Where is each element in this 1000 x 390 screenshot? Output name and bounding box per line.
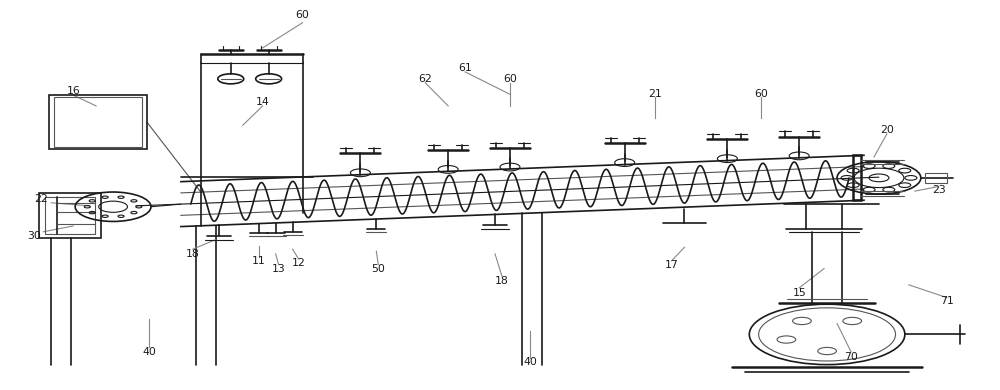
- Bar: [925, 173, 947, 183]
- Text: 12: 12: [292, 258, 305, 268]
- Text: 22: 22: [34, 194, 48, 204]
- Text: 40: 40: [142, 347, 156, 357]
- Text: 20: 20: [880, 125, 894, 135]
- Text: 13: 13: [272, 264, 285, 274]
- Bar: [39, 193, 101, 238]
- Text: 60: 60: [754, 89, 768, 99]
- Text: 16: 16: [66, 86, 80, 96]
- Text: 62: 62: [418, 74, 432, 84]
- Text: 18: 18: [186, 249, 200, 259]
- Bar: [49, 95, 147, 149]
- Bar: [45, 197, 95, 234]
- Text: 60: 60: [296, 10, 309, 20]
- Text: 71: 71: [940, 296, 954, 307]
- Bar: [54, 97, 142, 147]
- Text: 18: 18: [495, 276, 509, 286]
- Text: 61: 61: [458, 63, 472, 73]
- Text: 14: 14: [256, 97, 270, 107]
- Text: 15: 15: [792, 287, 806, 298]
- Text: 21: 21: [648, 89, 661, 99]
- Text: 40: 40: [523, 357, 537, 367]
- Text: 23: 23: [932, 185, 946, 195]
- Text: 11: 11: [252, 256, 266, 266]
- Text: 17: 17: [665, 261, 678, 271]
- Text: 70: 70: [844, 352, 858, 362]
- Text: 30: 30: [27, 230, 41, 241]
- Text: 50: 50: [371, 264, 385, 274]
- Bar: [853, 156, 861, 200]
- Text: 60: 60: [503, 74, 517, 84]
